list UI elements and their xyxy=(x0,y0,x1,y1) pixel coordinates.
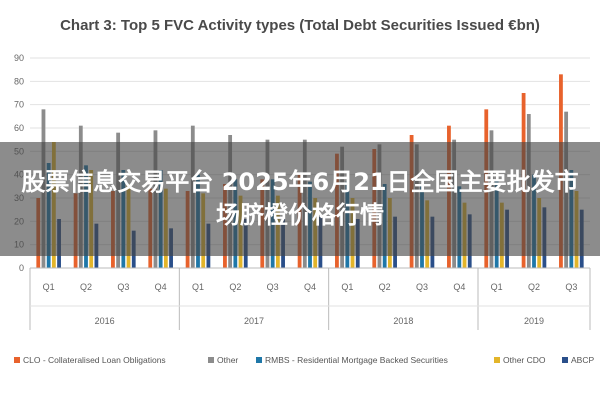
legend-swatch xyxy=(494,357,500,363)
x-tick-label: Q3 xyxy=(267,282,279,292)
x-tick-label: Q3 xyxy=(565,282,577,292)
legend-label: Other CDO xyxy=(503,355,546,365)
x-tick-label: Q2 xyxy=(80,282,92,292)
legend-swatch xyxy=(14,357,20,363)
chart-title: Chart 3: Top 5 FVC Activity types (Total… xyxy=(60,17,540,34)
y-tick-label: 0 xyxy=(19,263,24,273)
x-axis-ticks: Q1 Q2 Q3 Q4 Q1 Q2 Q3 Q4 Q1 Q2 Q3 Q4 Q1 Q2 Q3 xyxy=(30,267,590,292)
y-tick-label: 60 xyxy=(14,123,24,133)
x-tick-label: Q1 xyxy=(192,282,204,292)
legend-label: CLO - Collateralised Loan Obligations xyxy=(23,355,166,365)
legend-label: Other xyxy=(217,355,238,365)
overlay-banner: 股票信息交易平台 2025年6月21日全国主要批发市场脐橙价格行情 xyxy=(0,142,600,256)
y-tick-label: 70 xyxy=(14,100,24,110)
year-label: 2017 xyxy=(244,316,264,326)
legend-swatch xyxy=(562,357,568,363)
overlay-text: 股票信息交易平台 2025年6月21日全国主要批发市场脐橙价格行情 xyxy=(21,168,579,229)
x-tick-label: Q4 xyxy=(155,282,167,292)
year-label: 2019 xyxy=(524,316,544,326)
legend-swatch xyxy=(256,357,262,363)
legend-swatch xyxy=(208,357,214,363)
legend: CLO - Collateralised Loan Obligations Oth… xyxy=(14,355,594,365)
y-tick-label: 90 xyxy=(14,53,24,63)
x-tick-label: Q1 xyxy=(341,282,353,292)
x-tick-label: Q2 xyxy=(528,282,540,292)
x-tick-label: Q4 xyxy=(304,282,316,292)
x-tick-label: Q4 xyxy=(453,282,465,292)
year-label: 2016 xyxy=(95,316,115,326)
x-tick-label: Q3 xyxy=(416,282,428,292)
x-tick-label: Q2 xyxy=(229,282,241,292)
legend-label: RMBS - Residential Mortgage Backed Secur… xyxy=(265,355,448,365)
x-tick-label: Q1 xyxy=(43,282,55,292)
legend-label: ABCP xyxy=(571,355,594,365)
x-tick-label: Q3 xyxy=(117,282,129,292)
x-tick-label: Q1 xyxy=(491,282,503,292)
y-tick-label: 80 xyxy=(14,76,24,86)
year-groups: 2016 2017 2018 2019 xyxy=(29,268,591,330)
year-label: 2018 xyxy=(393,316,413,326)
x-tick-label: Q2 xyxy=(379,282,391,292)
